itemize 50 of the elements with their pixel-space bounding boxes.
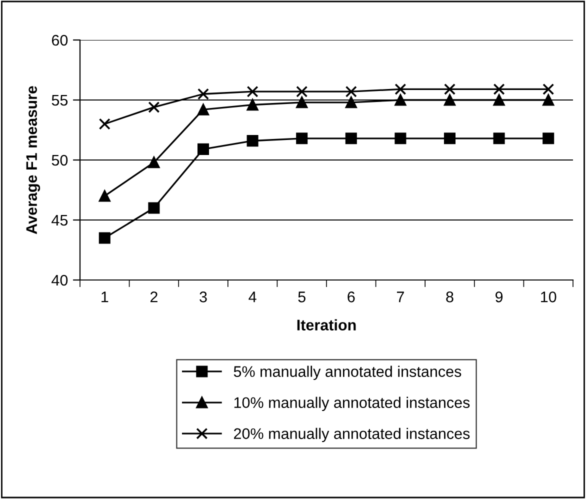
x-tick-label: 2 bbox=[150, 292, 158, 302]
point bbox=[246, 99, 258, 111]
point bbox=[542, 132, 554, 144]
x-tick-label: 9 bbox=[496, 292, 503, 302]
point bbox=[345, 132, 357, 144]
x-tick-label: 6 bbox=[348, 292, 355, 302]
point bbox=[296, 86, 308, 98]
y-tick-label: 55 bbox=[52, 95, 68, 106]
point bbox=[98, 118, 110, 130]
legend-label: 5% manually annotated instances bbox=[234, 366, 462, 380]
point bbox=[542, 83, 554, 95]
legend-label: 10% manually annotated instances bbox=[234, 396, 470, 412]
point bbox=[246, 135, 258, 147]
y-tick-label: 60 bbox=[52, 34, 68, 46]
point bbox=[345, 96, 357, 108]
legend-label: 20% manually annotated instances bbox=[234, 428, 470, 442]
point bbox=[444, 132, 456, 144]
point bbox=[493, 83, 505, 95]
point bbox=[394, 94, 406, 106]
point bbox=[98, 232, 110, 244]
point bbox=[148, 156, 160, 168]
point bbox=[542, 94, 554, 106]
point bbox=[345, 86, 357, 98]
y-tick-label: 50 bbox=[52, 154, 68, 166]
x-tick-label: 5 bbox=[298, 292, 306, 302]
point bbox=[246, 86, 258, 98]
point bbox=[296, 96, 308, 108]
x-tick-label: 3 bbox=[200, 292, 207, 302]
x-tick-label: 8 bbox=[446, 292, 454, 302]
y-tick-label: 45 bbox=[52, 215, 68, 226]
point bbox=[98, 190, 110, 202]
point bbox=[394, 132, 406, 144]
x-tick-label: 1 bbox=[102, 292, 108, 302]
point bbox=[394, 83, 406, 95]
point bbox=[444, 83, 456, 95]
x-axis-title: Iteration bbox=[297, 319, 356, 330]
y-tick-label: 40 bbox=[52, 274, 68, 286]
point bbox=[444, 94, 456, 106]
x-tick-label: 10 bbox=[541, 292, 556, 302]
x-tick-label: 4 bbox=[248, 292, 256, 302]
y-axis-title: Average F1 measure bbox=[26, 86, 40, 234]
point bbox=[296, 132, 308, 144]
point bbox=[493, 94, 505, 106]
point bbox=[493, 132, 505, 144]
point bbox=[197, 88, 210, 100]
x-tick-label: 7 bbox=[396, 292, 404, 302]
point bbox=[148, 101, 160, 113]
point bbox=[197, 143, 210, 155]
point bbox=[148, 202, 160, 214]
point bbox=[197, 104, 210, 116]
